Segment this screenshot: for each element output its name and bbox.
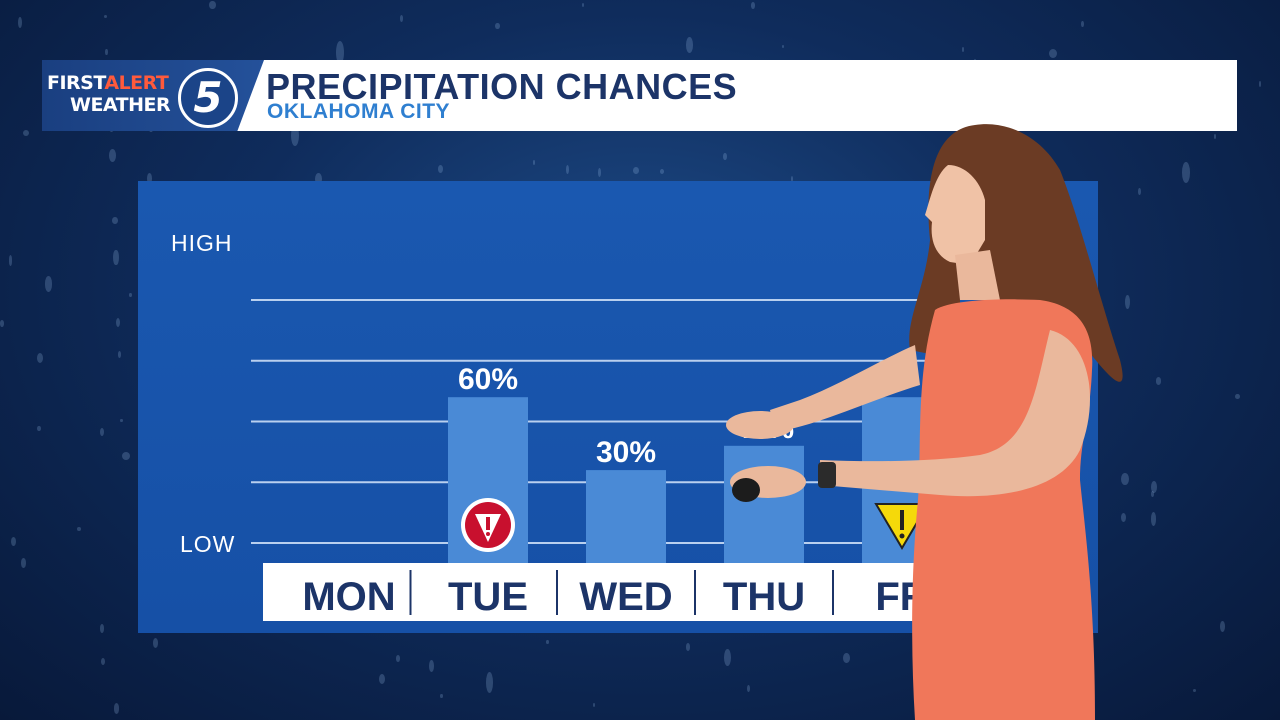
page-subtitle: OKLAHOMA CITY [267,100,451,123]
bar-thu [724,445,804,563]
tick-label-fr: FR [875,575,928,619]
logo-first-alert: FIRSTALERT [47,72,169,94]
logo-alert-text: ALERT [104,72,169,94]
page-title: PRECIPITATION CHANCES [266,66,738,107]
y-label-high: HIGH [171,230,233,256]
day-label-strip [263,563,953,621]
tick-label-mon: MON [302,575,395,619]
logo-weather-text: WEATHER [70,94,171,116]
data-label-wed: 30% [596,436,656,469]
data-label-thu: 40% [734,412,794,445]
logo-first-text: FIRST [47,72,105,94]
tick-label-tue: TUE [448,575,528,619]
y-label-low: LOW [180,531,236,557]
channel-5-logo: 5 [178,68,238,128]
tick-label-wed: WED [579,575,672,619]
tick-label-thu: THU [723,575,805,619]
data-label-tue: 60% [458,363,518,396]
bar-wed [586,470,666,563]
red-first-alert-icon [461,498,515,552]
